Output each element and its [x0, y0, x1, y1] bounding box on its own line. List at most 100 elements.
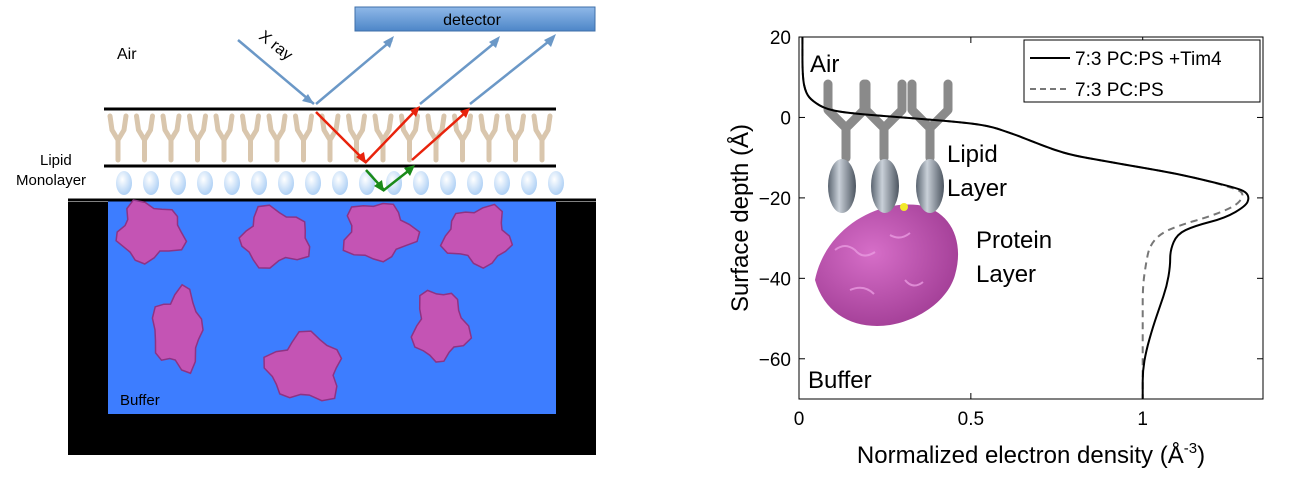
reflected-beam-1	[315, 39, 393, 105]
lipid-headgroup	[116, 171, 132, 195]
green-reflection-path	[365, 167, 413, 192]
reflected-beam-2-arrowhead	[489, 36, 500, 48]
green-arrowhead-up	[404, 165, 415, 176]
lipid-headgroup	[332, 171, 348, 195]
schematic-figure: detector Air X ray Lipid Monol	[16, 6, 596, 455]
x-tick-label: 0	[794, 409, 805, 430]
series-line-tim4	[801, 37, 1250, 399]
lipid-tail	[187, 113, 208, 163]
annotation-lipid-line1: Lipid	[947, 141, 998, 168]
lipid-headgroup	[251, 171, 267, 195]
lipid-headgroup	[305, 171, 321, 195]
annotation-protein-line2: Layer	[976, 261, 1036, 288]
protein-molecules	[115, 199, 514, 402]
incident-beam-arrowhead	[302, 94, 314, 104]
lipid-tail	[531, 113, 553, 163]
buffer-label: Buffer	[120, 392, 160, 409]
protein-molecule	[342, 202, 421, 263]
red-reflection-path	[315, 111, 415, 164]
red-arrowhead-up-1	[410, 106, 420, 117]
protein-texture	[834, 232, 924, 295]
y-axis-label: Surface depth (Å)	[726, 124, 754, 312]
lipid-illustration	[823, 79, 953, 213]
lipid-head-3	[916, 159, 944, 213]
reflected-beam-3-arrowhead	[544, 34, 556, 47]
lipid-label-line2: Monolayer	[16, 172, 86, 189]
lipid-headgroup	[224, 171, 240, 195]
lipid-headgroup	[359, 171, 375, 195]
green-arrowhead-down	[374, 180, 384, 192]
red-arrowhead-down	[356, 152, 366, 164]
trough-right-wall	[556, 202, 596, 455]
lipid-tail	[505, 113, 526, 163]
legend-label-tim4: 7:3 PC:PS +Tim4	[1075, 49, 1222, 70]
lipid-tail	[293, 113, 314, 163]
protein-molecule	[410, 289, 473, 363]
lipid-tail	[213, 113, 235, 163]
lipid-tail	[134, 113, 155, 163]
density-profile-chart: 0 0.5 1 20 0 −20 −40 −60 Air Lipid Layer Protei…	[726, 28, 1264, 469]
annotation-buffer: Buffer	[808, 367, 872, 394]
protein-molecule	[263, 330, 343, 402]
x-tick-label: 0.5	[958, 409, 984, 430]
reflected-beam-3	[469, 37, 554, 105]
lipid-headgroup	[467, 171, 483, 195]
lipid-headgroup	[521, 171, 537, 195]
lipid-headgroup	[413, 171, 429, 195]
y-tick-label: 20	[770, 28, 791, 49]
protein-molecule	[115, 199, 188, 265]
lipid-tail-1	[823, 79, 869, 163]
y-tick-label: −40	[759, 269, 791, 290]
annotation-lipid-line2: Layer	[947, 175, 1007, 202]
lipid-tail	[240, 113, 261, 163]
lipid-headgroup	[278, 171, 294, 195]
detector-label: detector	[443, 12, 501, 29]
protein-molecule	[151, 283, 204, 375]
lipid-tail	[107, 113, 129, 163]
y-tick-label: 0	[780, 108, 791, 129]
lipid-tail	[319, 113, 341, 163]
lipid-tail	[372, 113, 394, 163]
red-arrowhead-up-2	[460, 108, 470, 118]
red-reflection-path-2	[411, 111, 467, 161]
lipid-headgroup	[143, 171, 159, 195]
chart-panel: 0 0.5 1 20 0 −20 −40 −60 Air Lipid Layer Protei…	[650, 0, 1313, 479]
y-tick-label: −60	[759, 350, 791, 371]
lipid-label-line1: Lipid	[40, 152, 72, 169]
schematic-panel: detector Air X ray Lipid Monol	[0, 0, 650, 479]
y-tick-label: −20	[759, 189, 791, 210]
incident-beam	[237, 39, 315, 105]
annotation-protein-line1: Protein	[976, 227, 1052, 254]
lipid-tail	[346, 113, 367, 163]
plot-area-frame	[798, 36, 1264, 400]
lipid-tail-2	[861, 79, 907, 163]
data-series	[801, 37, 1250, 399]
annotation-air: Air	[810, 51, 839, 78]
lipid-tail	[266, 113, 288, 163]
lipid-headgroup	[197, 171, 213, 195]
lipid-headgroup	[494, 171, 510, 195]
legend: 7:3 PC:PS +Tim4 7:3 PC:PS	[1023, 39, 1261, 103]
legend-box	[1023, 39, 1261, 103]
lipid-head-2	[871, 159, 899, 213]
reflected-beam-2	[419, 39, 499, 105]
x-axis-label: Normalized electron density (Å-3)	[857, 440, 1205, 469]
x-tick-label: 1	[1137, 409, 1148, 430]
lipid-headgroups	[116, 171, 564, 195]
lipid-headgroup	[440, 171, 456, 195]
lipid-tail	[160, 113, 182, 163]
air-label: Air	[117, 46, 137, 63]
reflected-beam-1-arrowhead	[383, 36, 394, 48]
protein-illustration	[815, 204, 959, 326]
lipid-tail	[452, 113, 473, 163]
axis-ticks: 0 0.5 1 20 0 −20 −40 −60	[759, 28, 1263, 430]
trough-bottom	[108, 414, 556, 455]
protein-molecule	[439, 203, 514, 270]
lipid-headgroup	[548, 171, 564, 195]
lipid-tails	[107, 113, 553, 163]
lipid-head-1	[828, 159, 856, 213]
protein-molecule	[238, 204, 311, 269]
lipid-protein-illustration	[815, 79, 959, 326]
protein-marker-dot	[900, 203, 908, 211]
detector-box	[354, 6, 596, 32]
